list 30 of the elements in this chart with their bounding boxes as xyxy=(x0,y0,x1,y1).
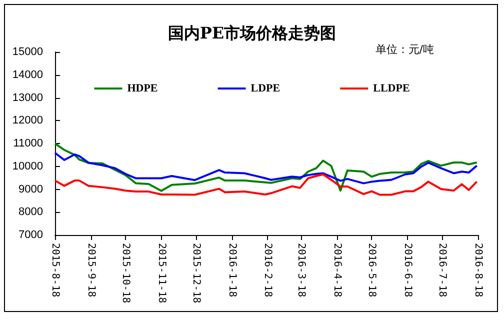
y-tick-label: 11000 xyxy=(13,138,43,150)
x-tick-label: 2016-7-18 xyxy=(436,243,448,298)
legend-label: HDPE xyxy=(127,82,158,94)
x-tick-label: 2015-10-18 xyxy=(120,243,131,304)
x-tick-label: 2016-3-18 xyxy=(296,243,307,298)
x-tick-label: 2016-1-18 xyxy=(226,243,238,298)
legend-label: LDPE xyxy=(250,82,280,94)
x-tick-label: 2015-12-18 xyxy=(190,243,202,304)
x-tick-label: 2016-6-18 xyxy=(402,243,413,298)
y-tick-label: 9000 xyxy=(18,183,43,196)
x-tick-label: 2015-11-18 xyxy=(156,243,167,304)
chart-title: 国内PE市场价格走势图 xyxy=(168,24,336,42)
annotation: 单位：元/吨 xyxy=(375,43,434,56)
x-tick-label: 2016-5-18 xyxy=(366,243,378,298)
line-series xyxy=(54,173,478,196)
y-tick-label: 12000 xyxy=(12,114,43,127)
x-tick-label: 2016-4-18 xyxy=(332,243,342,298)
x-tick-label: 2016-2-18 xyxy=(262,243,274,298)
y-tick-label: 15000 xyxy=(12,46,43,58)
y-tick-label: 14000 xyxy=(12,68,43,81)
x-tick-label: 2016-8-18 xyxy=(472,243,484,298)
legend-label: LLDPE xyxy=(373,82,410,94)
line-series xyxy=(54,152,478,184)
line-series xyxy=(54,142,478,192)
y-tick-label: 8000 xyxy=(18,206,43,218)
y-tick-label: 7000 xyxy=(18,229,43,241)
x-tick-label: 2015-8-18 xyxy=(50,243,60,298)
y-tick-label: 10000 xyxy=(12,160,43,172)
x-tick-label: 2015-9-18 xyxy=(85,243,96,298)
y-tick-label: 13000 xyxy=(12,92,43,104)
